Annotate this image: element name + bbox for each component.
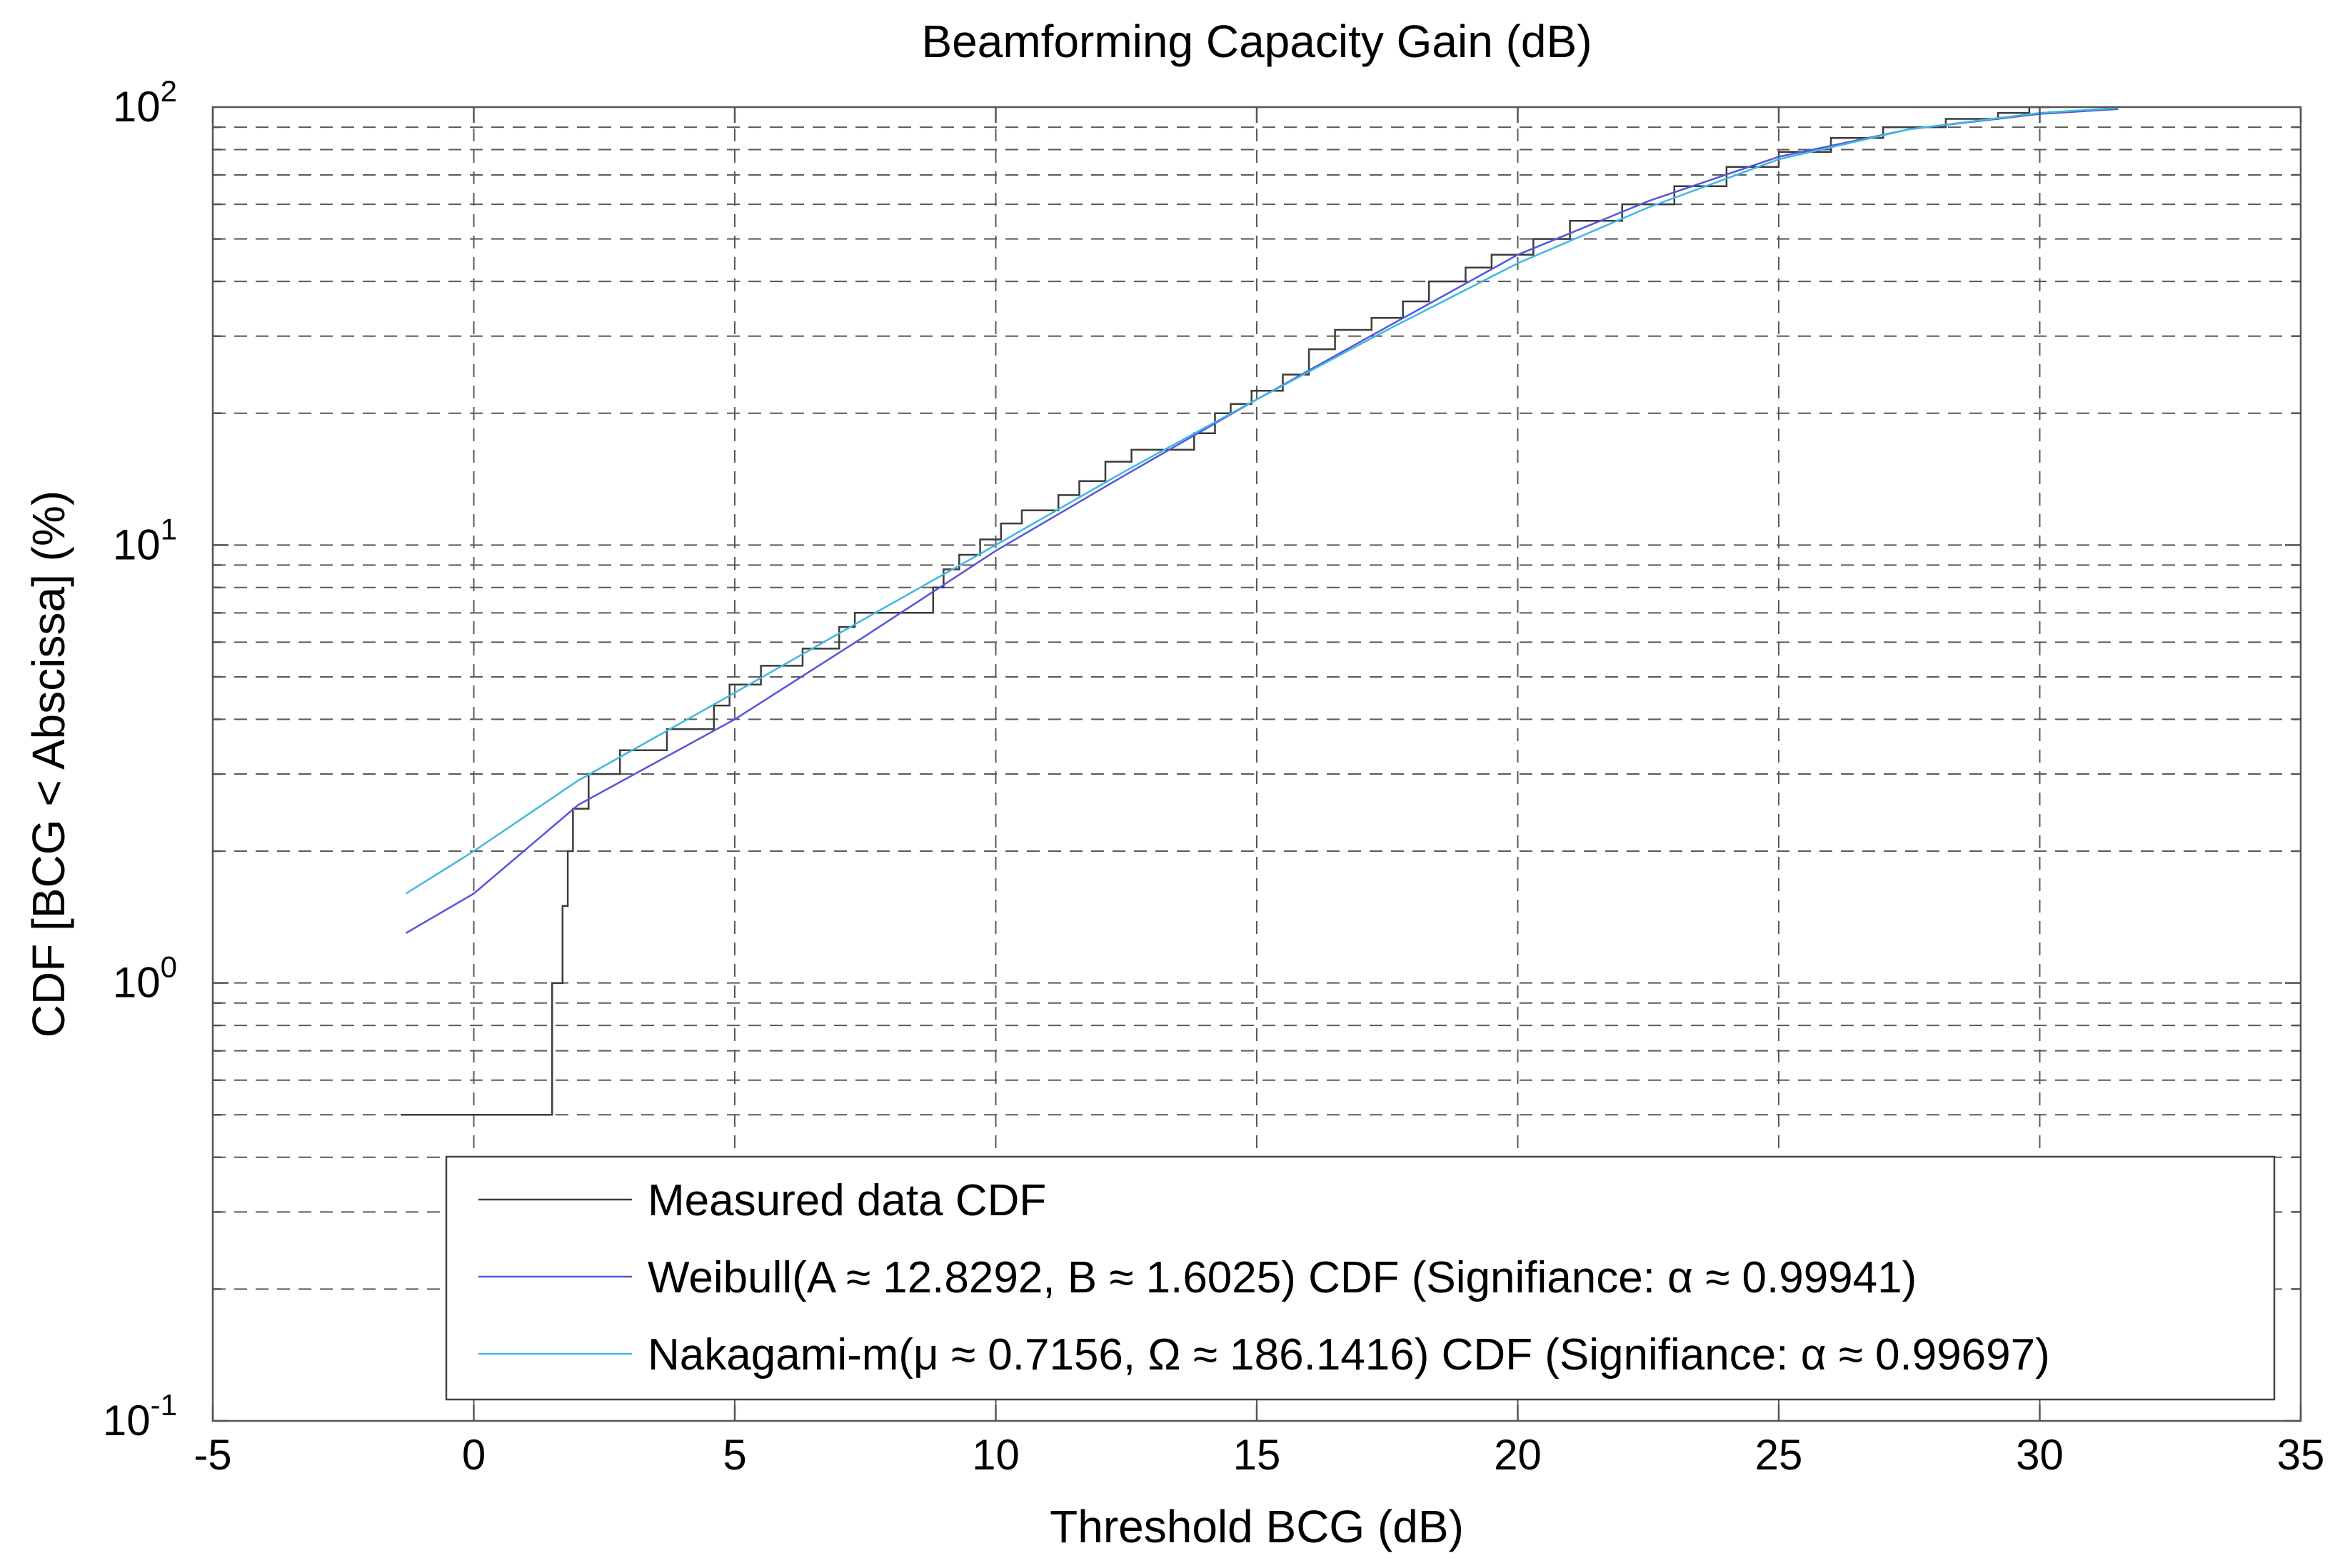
- y-tick-label: 100: [113, 950, 177, 1007]
- series-layer: [401, 106, 2119, 1116]
- chart-title: Beamforming Capacity Gain (dB): [921, 16, 1592, 67]
- y-tick-label: 10-1: [103, 1388, 177, 1444]
- x-axis-label: Threshold BCG (dB): [1050, 1501, 1464, 1552]
- y-tick-label: 102: [113, 74, 177, 131]
- grid-layer: [213, 107, 2301, 1421]
- x-tick-label: 25: [1755, 1431, 1803, 1479]
- legend-box: [445, 1155, 2276, 1401]
- y-tick-label: 101: [113, 512, 177, 568]
- legend: Measured data CDF Weibull(A ≈ 12.8292, B …: [445, 1155, 2276, 1401]
- x-tick-label: 0: [462, 1431, 486, 1479]
- x-tick-label: 5: [723, 1431, 746, 1479]
- x-tick-label: 15: [1233, 1431, 1281, 1479]
- x-tick-label: 35: [2277, 1431, 2325, 1479]
- x-tick-label: 20: [1494, 1431, 1542, 1479]
- x-tick-label: 10: [972, 1431, 1020, 1479]
- series-line-3: [405, 107, 2119, 895]
- y-axis-label: CDF [BCG < Abscissa] (%): [23, 491, 74, 1037]
- legend-label-2: Weibull(A ≈ 12.8292, B ≈ 1.6025) CDF (Si…: [648, 1253, 1917, 1302]
- tick-layer: -5 0 5 10 15 20 25 30 35 10-1 100 101 102: [103, 74, 2324, 1479]
- x-tick-label: 30: [2016, 1431, 2064, 1479]
- legend-label-3: Nakagami-m(μ ≈ 0.7156, Ω ≈ 186.1416) CDF…: [648, 1330, 2050, 1379]
- legend-label-1: Measured data CDF: [648, 1176, 1046, 1225]
- x-tick-label: -5: [194, 1431, 231, 1479]
